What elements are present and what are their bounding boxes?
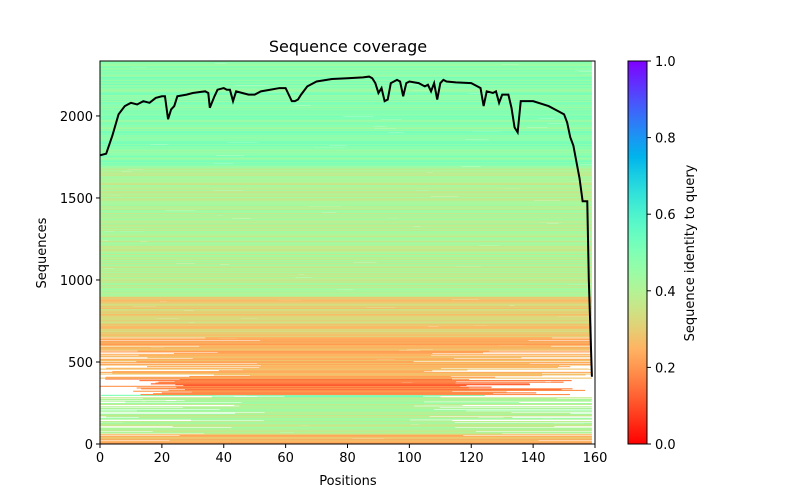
colorbar-tick-label: 0.2 bbox=[655, 361, 676, 376]
y-tick-label: 2000 bbox=[60, 110, 93, 125]
colorbar-tick-label: 0.0 bbox=[655, 438, 676, 453]
y-tick-label: 1500 bbox=[60, 192, 93, 207]
y-tick-label: 1000 bbox=[60, 274, 93, 289]
y-axis-label: Sequences bbox=[35, 217, 50, 288]
colorbar-tick-label: 0.4 bbox=[655, 285, 676, 300]
x-axis-label: Positions bbox=[319, 474, 377, 489]
colorbar-tick-label: 0.8 bbox=[655, 132, 676, 147]
x-axis-ticks: 0 20 40 60 80 100 120 140 160 bbox=[96, 444, 608, 466]
x-tick-label: 60 bbox=[277, 451, 294, 466]
y-tick-label: 500 bbox=[68, 356, 93, 371]
colorbar-ticks: 0.0 0.2 0.4 0.6 0.8 1.0 bbox=[647, 55, 676, 453]
x-tick-label: 160 bbox=[583, 451, 608, 466]
colorbar-tick-label: 0.6 bbox=[655, 208, 676, 223]
x-tick-label: 100 bbox=[397, 451, 422, 466]
heatmap-rows bbox=[100, 61, 613, 444]
x-tick-label: 120 bbox=[459, 451, 484, 466]
colorbar-label: Sequence identity to query bbox=[683, 164, 698, 341]
x-tick-label: 40 bbox=[215, 451, 232, 466]
colorbar bbox=[628, 61, 647, 444]
chart-title: Sequence coverage bbox=[269, 37, 427, 56]
x-tick-label: 0 bbox=[96, 451, 104, 466]
y-tick-label: 0 bbox=[85, 438, 93, 453]
x-tick-label: 140 bbox=[521, 451, 546, 466]
x-tick-label: 20 bbox=[154, 451, 171, 466]
x-tick-label: 80 bbox=[339, 451, 356, 466]
y-axis-ticks: 0 500 1000 1500 2000 bbox=[60, 110, 100, 453]
colorbar-tick-label: 1.0 bbox=[655, 55, 676, 70]
